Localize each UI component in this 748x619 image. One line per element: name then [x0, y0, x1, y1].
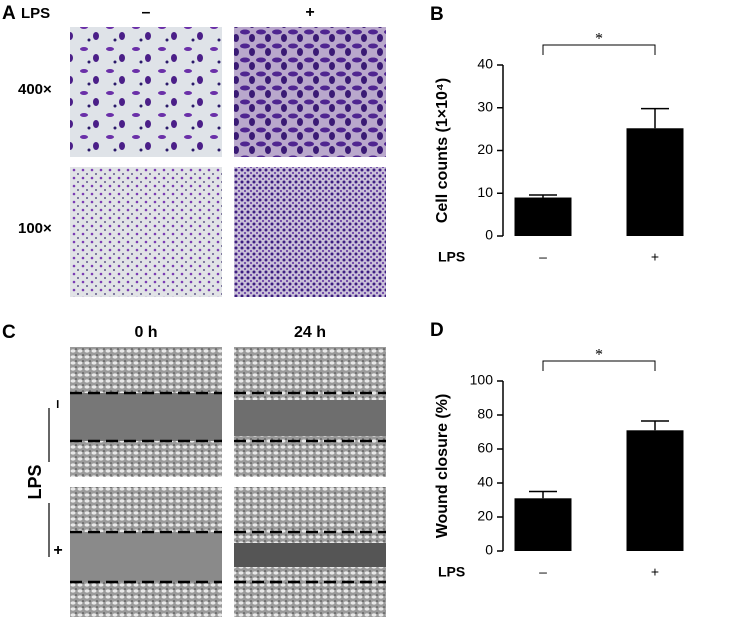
bar	[514, 197, 572, 236]
column-label: 0 h	[134, 324, 157, 341]
wound-gap	[70, 532, 222, 582]
significance-label: *	[595, 347, 603, 364]
y-axis-title: Cell counts (1×10⁴)	[434, 78, 451, 223]
y-tick-label: 0	[485, 227, 493, 243]
y-tick-label: 20	[477, 141, 493, 157]
row-title: LPS	[21, 5, 50, 22]
wound-gap	[234, 543, 386, 567]
error-bar	[641, 420, 669, 431]
row-label: 400×	[18, 81, 52, 98]
row-label: –	[49, 399, 66, 408]
y-axis-title: Wound closure (%)	[434, 394, 451, 539]
panel-label: C	[2, 322, 16, 343]
panel-label: D	[430, 320, 444, 341]
significance-bracket	[542, 360, 656, 371]
panel-label: A	[2, 3, 16, 24]
wound-edges	[70, 391, 386, 584]
micrograph	[70, 27, 222, 157]
row-title: LPS	[25, 464, 45, 499]
significance-label: *	[595, 31, 603, 48]
y-tick-label: 40	[477, 474, 493, 490]
bar	[626, 430, 684, 551]
significance-bracket	[542, 44, 656, 55]
x-tick-label: –	[539, 564, 547, 580]
micrograph	[70, 167, 222, 297]
scratch-images	[70, 347, 386, 617]
panel-label: B	[430, 4, 444, 25]
row-label: +	[53, 542, 62, 559]
y-tick-label: 0	[485, 542, 493, 558]
column-label: +	[305, 4, 314, 21]
x-tick-label: +	[651, 564, 659, 580]
column-label: –	[142, 4, 151, 21]
y-tick-label: 20	[477, 508, 493, 524]
row-label: 100×	[18, 220, 52, 237]
micrograph	[234, 167, 386, 297]
wound-gap	[234, 400, 386, 436]
x-tick-label: +	[651, 249, 659, 265]
bar	[626, 128, 684, 236]
y-tick-label: 100	[470, 372, 494, 388]
y-tick-label: 10	[477, 184, 493, 200]
error-bar	[529, 194, 557, 198]
x-axis-title: LPS	[438, 564, 465, 580]
charts: B 0 10 20 30 40 Cell counts (1×10⁴) LPS – + * D 0 20 4…	[430, 4, 684, 580]
wound-gap	[70, 393, 222, 441]
y-tick-label: 30	[477, 98, 493, 114]
error-bar	[641, 107, 669, 129]
micrograph	[234, 27, 386, 157]
y-tick-label: 60	[477, 440, 493, 456]
x-axis-title: LPS	[438, 249, 465, 265]
bar	[514, 498, 572, 551]
column-label: 24 h	[294, 324, 326, 341]
y-tick-label: 40	[477, 56, 493, 72]
x-tick-label: –	[539, 249, 547, 265]
y-tick-label: 80	[477, 406, 493, 422]
error-bar	[529, 490, 557, 499]
